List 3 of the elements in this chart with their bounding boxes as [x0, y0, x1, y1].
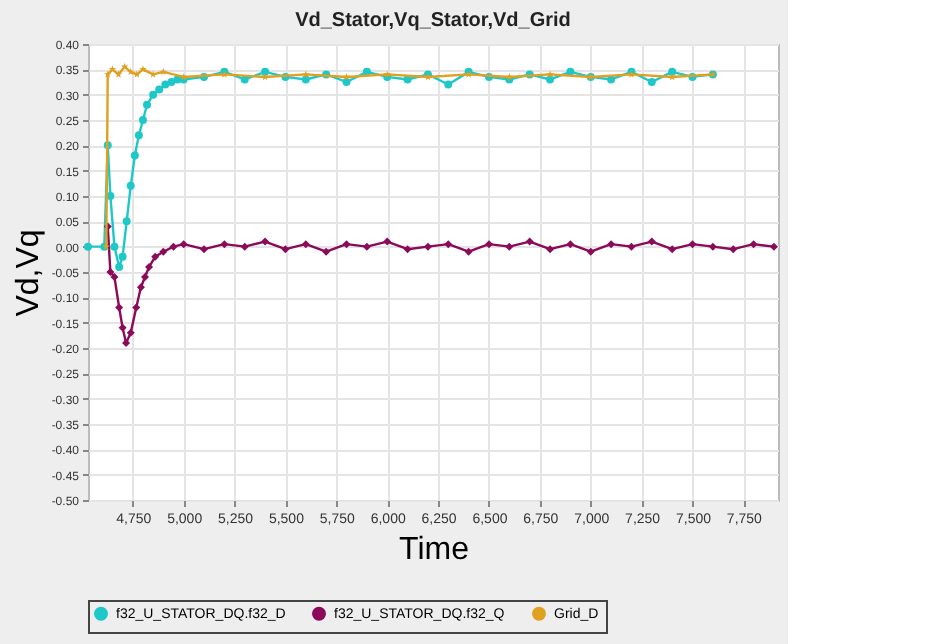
y-axis-title: Vd,Vq	[11, 229, 46, 317]
x-axis-title: Time	[399, 533, 470, 567]
chart-title: Vd_Stator,Vq_Stator,Vd_Grid	[295, 10, 571, 32]
